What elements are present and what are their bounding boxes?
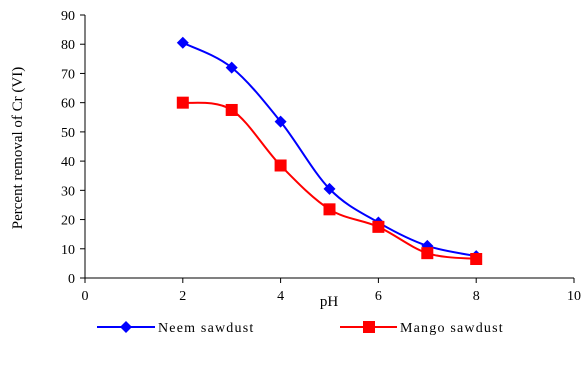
x-tick-label: 10: [567, 289, 581, 304]
legend-label-neem: Neem sawdust: [158, 321, 254, 336]
data-point-mango: [372, 220, 385, 233]
data-point-mango: [225, 103, 238, 116]
y-tick-label: 30: [61, 184, 75, 199]
y-tick-label: 70: [61, 67, 75, 82]
legend-marker-neem: [120, 321, 132, 333]
series-line-neem: [182, 41, 477, 258]
y-tick-label: 0: [68, 272, 75, 287]
y-axis-title: Percent removal of Cr (VI): [10, 67, 26, 229]
y-tick-label: 10: [61, 243, 75, 258]
y-axis-group: 0 10 20 30 40 50 60 70 80 90: [61, 9, 86, 287]
data-point-mango: [274, 159, 287, 172]
data-point-neem: [323, 182, 336, 195]
x-axis-title: pH: [320, 294, 339, 310]
x-tick-label: 8: [473, 289, 480, 304]
legend-item-mango: Mango sawdust: [340, 321, 504, 336]
y-tick-label: 90: [61, 9, 75, 24]
y-tick-label: 80: [61, 38, 75, 53]
y-tick-label: 20: [61, 214, 75, 229]
series-line-mango: [182, 101, 477, 260]
data-point-mango: [176, 96, 189, 109]
series-group: [176, 36, 483, 266]
x-axis-group: 0 2 4 6 8 10: [82, 277, 581, 304]
series-neem: [176, 36, 483, 263]
legend: Neem sawdust Mango sawdust: [97, 321, 504, 336]
series-mango: [176, 96, 483, 266]
x-tick-label: 0: [82, 289, 89, 304]
legend-item-neem: Neem sawdust: [97, 321, 254, 336]
data-point-mango: [323, 203, 336, 216]
y-tick-label: 60: [61, 97, 75, 112]
y-tick-label: 50: [61, 126, 75, 141]
x-tick-label: 2: [179, 289, 186, 304]
x-tick-label: 6: [375, 289, 382, 304]
data-point-neem: [274, 115, 287, 128]
x-tick-label: 4: [277, 289, 284, 304]
legend-label-mango: Mango sawdust: [400, 321, 504, 336]
data-point-mango: [421, 247, 434, 260]
y-tick-label: 40: [61, 155, 75, 170]
data-point-neem: [176, 36, 189, 49]
data-point-mango: [470, 253, 483, 266]
data-point-neem: [225, 61, 238, 74]
legend-marker-mango: [363, 321, 375, 333]
